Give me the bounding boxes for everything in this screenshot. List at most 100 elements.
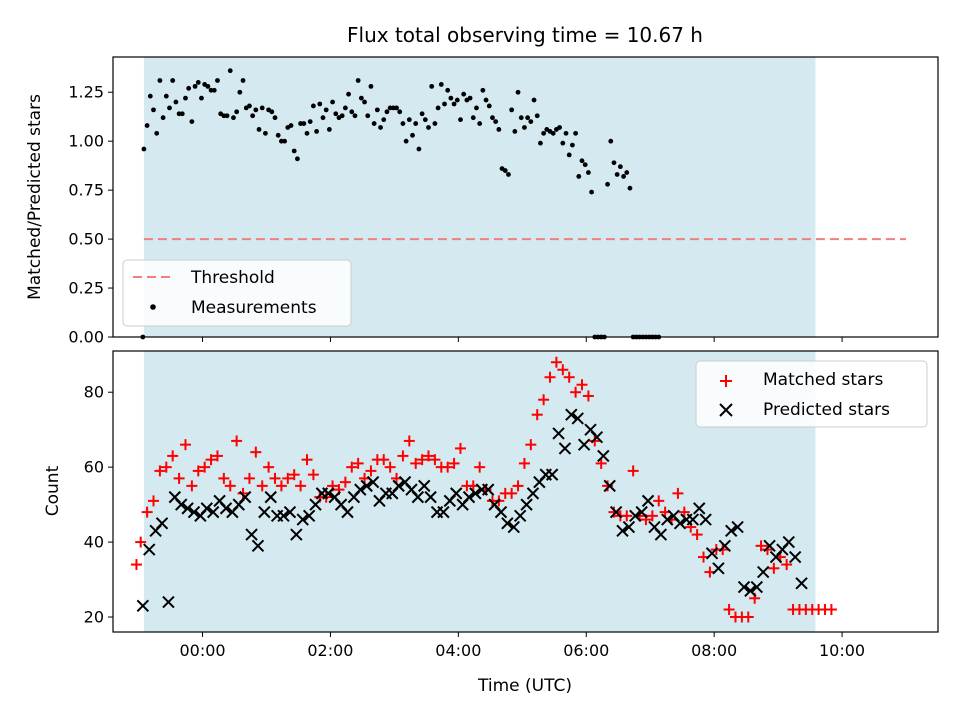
measurement-point (502, 168, 508, 173)
measurement-point (227, 68, 233, 74)
matched-star-marker (717, 544, 729, 556)
predicted-star-marker (418, 479, 431, 493)
predicted-star-marker (251, 539, 265, 553)
measurement-point (611, 160, 617, 166)
matched-star-marker (768, 562, 780, 574)
measurement-point (486, 103, 492, 109)
predicted-star-marker (175, 498, 188, 511)
matched-star-marker (365, 465, 377, 477)
measurement-point (528, 119, 534, 125)
matched-star-marker (148, 495, 160, 507)
matched-star-marker (672, 487, 684, 499)
measurement-point (381, 117, 387, 123)
predicted-star-marker (712, 562, 725, 575)
measurement-point (186, 85, 192, 91)
matched-star-marker (346, 461, 358, 473)
predicted-star-marker (245, 528, 258, 541)
matched-star-marker (429, 454, 441, 466)
x-axis-label: Time (UTC) (477, 676, 572, 696)
matched-star-marker (608, 506, 620, 518)
measurement-point (617, 164, 623, 170)
predicted-star-marker (354, 483, 367, 496)
measurement-point (426, 125, 431, 130)
measurement-point (461, 91, 467, 97)
matched-star-marker (282, 472, 294, 484)
measurement-point (272, 115, 278, 121)
predicted-star-marker (155, 517, 169, 530)
top-y-axis-label: Matched/Predicted stars (25, 94, 45, 300)
matched-star-marker (621, 510, 633, 522)
measurement-point (368, 83, 374, 89)
predicted-stars-markers (136, 408, 808, 612)
predicted-star-marker (462, 490, 476, 504)
matched-star-marker (243, 472, 255, 484)
measurement-point (362, 99, 367, 105)
measurement-point (275, 132, 281, 138)
matched-star-marker (781, 559, 793, 571)
predicted-star-marker (296, 513, 309, 526)
predicted-star-marker (603, 479, 616, 493)
measurement-point (147, 93, 153, 99)
measurement-point (170, 78, 176, 83)
ratio-axes: 0.00 0.25 0.50 0.75 1.00 1.25 Flux total obse… (25, 23, 939, 347)
measurement-point (160, 115, 166, 121)
measurement-point (525, 115, 531, 121)
measurement-point (141, 146, 147, 152)
measurement-point (566, 152, 572, 158)
predicted-star-marker (661, 513, 674, 526)
top-x-ticks (202, 337, 843, 342)
measurement-point (467, 95, 473, 101)
matched-star-marker (211, 450, 223, 462)
matched-star-marker (544, 371, 556, 383)
measurement-point (189, 119, 195, 125)
measurement-point (310, 103, 316, 109)
matched-star-marker (397, 450, 409, 462)
predicted-star-marker (513, 509, 527, 523)
predicted-star-marker (782, 535, 795, 549)
measurement-point (512, 129, 518, 134)
measurement-point (259, 105, 265, 111)
measurement-point (454, 97, 460, 103)
predicted-star-marker (302, 509, 316, 523)
top-legend-box (122, 259, 352, 327)
measurement-point (416, 146, 422, 152)
predicted-star-marker (264, 490, 277, 504)
measurement-point (506, 172, 511, 177)
predicted-legend-label: Predicted stars (763, 400, 890, 420)
matched-star-marker (761, 544, 773, 556)
matched-star-marker (454, 442, 466, 454)
measurement-point (192, 83, 198, 89)
bottom-legend-box (695, 360, 928, 428)
predicted-star-marker (673, 517, 687, 530)
top-y-tick-label: 1.25 (68, 83, 104, 102)
matched-star-marker (423, 450, 435, 462)
predicted-star-marker (731, 520, 744, 534)
measurement-point (349, 109, 355, 115)
matched-star-marker (199, 461, 211, 473)
measurement-point (477, 121, 483, 126)
matched-star-marker (755, 540, 767, 552)
matched-star-marker (723, 604, 735, 616)
measurement-point (346, 91, 351, 97)
measurement-point (179, 111, 185, 117)
predicted-legend-swatch (719, 403, 733, 417)
predicted-star-marker (481, 483, 495, 496)
measurement-point (330, 99, 335, 105)
measurement-point (589, 189, 594, 195)
bottom-y-tick-label: 60 (84, 458, 104, 477)
predicted-star-marker (136, 599, 150, 612)
measurement-point (397, 109, 403, 115)
measurement-point (493, 119, 499, 125)
measurement-point (435, 105, 441, 111)
matched-star-marker (231, 435, 243, 447)
matched-star-marker (275, 480, 287, 492)
measurement-point (240, 78, 246, 83)
measurement-point (419, 111, 425, 117)
bottom-x-ticks: 00:00 02:00 04:00 06:00 08:00 10:00 (179, 632, 865, 660)
measurement-point (237, 89, 243, 95)
measurement-point (432, 121, 438, 126)
matched-star-marker (224, 480, 236, 492)
measurement-point (263, 130, 268, 136)
matched-star-marker (512, 480, 524, 492)
